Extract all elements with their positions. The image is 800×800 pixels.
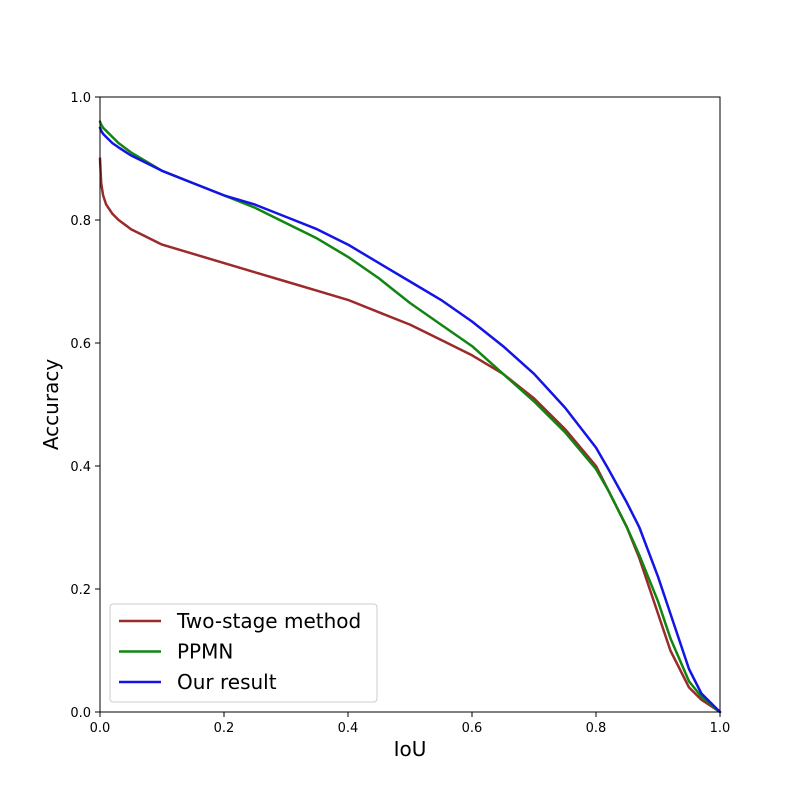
x-tick-label: 1.0 <box>710 721 731 736</box>
series-line-3 <box>98 126 722 714</box>
legend-label-1: Two-stage method <box>176 609 361 633</box>
y-tick-label: 0.4 <box>70 460 91 475</box>
legend-label-3: Our result <box>177 670 277 694</box>
y-tick-label: 0.8 <box>70 214 91 229</box>
x-tick-label: 0.8 <box>586 721 607 736</box>
y-tick-label: 0.6 <box>70 337 91 352</box>
y-tick-label: 0.0 <box>70 706 91 721</box>
legend: Two-stage method PPMN Our result <box>109 603 378 703</box>
legend-box <box>109 603 378 703</box>
series-line-2 <box>98 120 722 714</box>
legend-label-2: PPMN <box>177 640 233 664</box>
x-tick-label: 0.2 <box>214 721 235 736</box>
x-tick-label: 0.4 <box>338 721 359 736</box>
axis-ticks: 0.0 0.2 0.4 0.6 0.8 1.0 0.0 0.2 0.4 0.6 0.8 1.0 <box>70 91 730 736</box>
plot-frame <box>99 96 721 713</box>
x-axis-label: IoU <box>394 737 427 761</box>
series-lines <box>98 120 722 714</box>
y-tick-label: 1.0 <box>70 91 91 106</box>
y-axis-label: Accuracy <box>39 359 63 450</box>
x-tick-label: 0.6 <box>462 721 483 736</box>
x-tick-label: 0.0 <box>90 721 111 736</box>
y-tick-label: 0.2 <box>70 583 91 598</box>
